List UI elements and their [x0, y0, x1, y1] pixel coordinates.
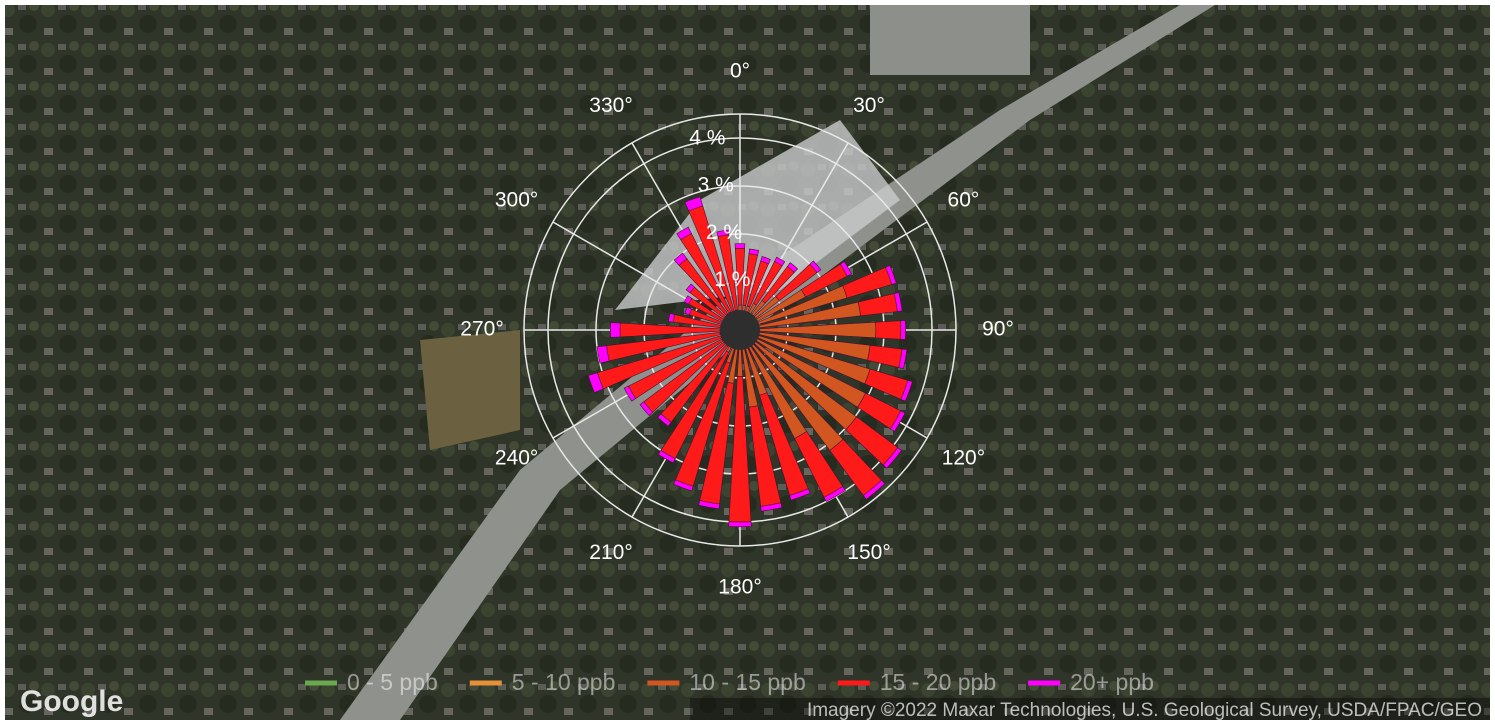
attribution-bg	[690, 698, 1490, 720]
angle-tick-label: 150°	[847, 541, 890, 564]
rose-bar-segment	[760, 256, 771, 265]
rose-bar-segment	[685, 283, 696, 294]
angle-tick-label: 180°	[718, 576, 761, 599]
rose-bar-segment	[676, 226, 692, 241]
angle-tick-label: 210°	[589, 541, 632, 564]
rose-bar-segment	[789, 488, 811, 501]
rose-center	[720, 310, 760, 350]
legend-label: 20+ ppb	[1070, 669, 1154, 695]
rose-bar-segment	[623, 385, 637, 402]
rose-bar-segment	[596, 345, 610, 364]
angle-tick-label: 120°	[942, 447, 985, 470]
rose-bar-segment	[673, 479, 694, 492]
angle-tick-label: 90°	[982, 318, 1014, 341]
angle-tick-label: 330°	[589, 94, 632, 117]
rose-bar-segment	[885, 265, 897, 285]
rose-bar-segment	[823, 486, 846, 502]
rose-bar-segment	[657, 449, 676, 464]
rose-bar-segment	[587, 372, 604, 394]
angle-tick-label: 240°	[495, 447, 538, 470]
field	[420, 330, 520, 450]
legend-label: 5 - 10 ppb	[512, 669, 616, 695]
rose-bar-segment	[728, 521, 752, 528]
buildings	[870, 5, 1030, 75]
rose-bar-segment	[657, 413, 672, 427]
map-attribution: Imagery ©2022 Maxar Technologies, U.S. G…	[807, 700, 1482, 721]
rose-bar-segment	[890, 410, 906, 432]
rose-bar-segment	[716, 229, 730, 237]
rose-bar-segment	[862, 479, 886, 500]
rose-bar-segment	[900, 379, 913, 402]
r-tick-label: 2 %	[706, 221, 742, 244]
map-logo: Google	[20, 685, 123, 718]
r-tick-label: 3 %	[698, 174, 734, 197]
rose-bar-segment	[673, 252, 688, 266]
legend-label: 10 - 15 ppb	[689, 669, 805, 695]
rose-bar-segment	[760, 502, 783, 512]
rose-bar-segment	[668, 313, 675, 323]
rose-bar-segment	[875, 320, 902, 340]
angle-tick-label: 0°	[730, 60, 750, 83]
angle-tick-label: 270°	[460, 318, 503, 341]
rose-bar-segment	[748, 248, 760, 256]
r-tick-label: 4 %	[689, 126, 725, 149]
rose-bar-segment	[774, 256, 786, 267]
rose-bar-segment	[898, 348, 908, 370]
rose-bar-segment	[786, 262, 799, 273]
rose-bar-segment	[684, 196, 704, 212]
rose-bar-segment	[900, 320, 906, 340]
legend: 0 - 5 ppb 5 - 10 ppb 10 - 15 ppb 15 - 20 pp…	[305, 669, 1154, 695]
rose-bar-segment	[893, 292, 903, 312]
rose-bar-segment	[839, 261, 852, 277]
rose-bar-segment	[610, 322, 621, 338]
legend-label: 0 - 5 ppb	[347, 669, 438, 695]
rose-bar-segment	[882, 447, 903, 469]
angle-tick-label: 300°	[495, 189, 538, 212]
rose-bar-segment	[734, 243, 746, 249]
highway	[340, 5, 1215, 720]
satellite-imagery	[5, 5, 1490, 720]
angle-tick-label: 60°	[948, 189, 980, 212]
rose-bar-segment	[698, 500, 720, 510]
legend-label: 15 - 20 ppb	[880, 669, 996, 695]
rose-bar-segment	[684, 306, 692, 316]
r-tick-label: 1 %	[714, 268, 750, 291]
pollution-rose: 1 % 2 % 3 % 4 % 0° 30° 60° 90° 120° 150° 180° 210° 2…	[460, 60, 1014, 599]
angle-tick-label: 30°	[853, 94, 885, 117]
rose-bar-segment	[683, 295, 693, 305]
rose-bar-segment	[809, 260, 822, 274]
rose-bar-segment	[639, 401, 654, 417]
